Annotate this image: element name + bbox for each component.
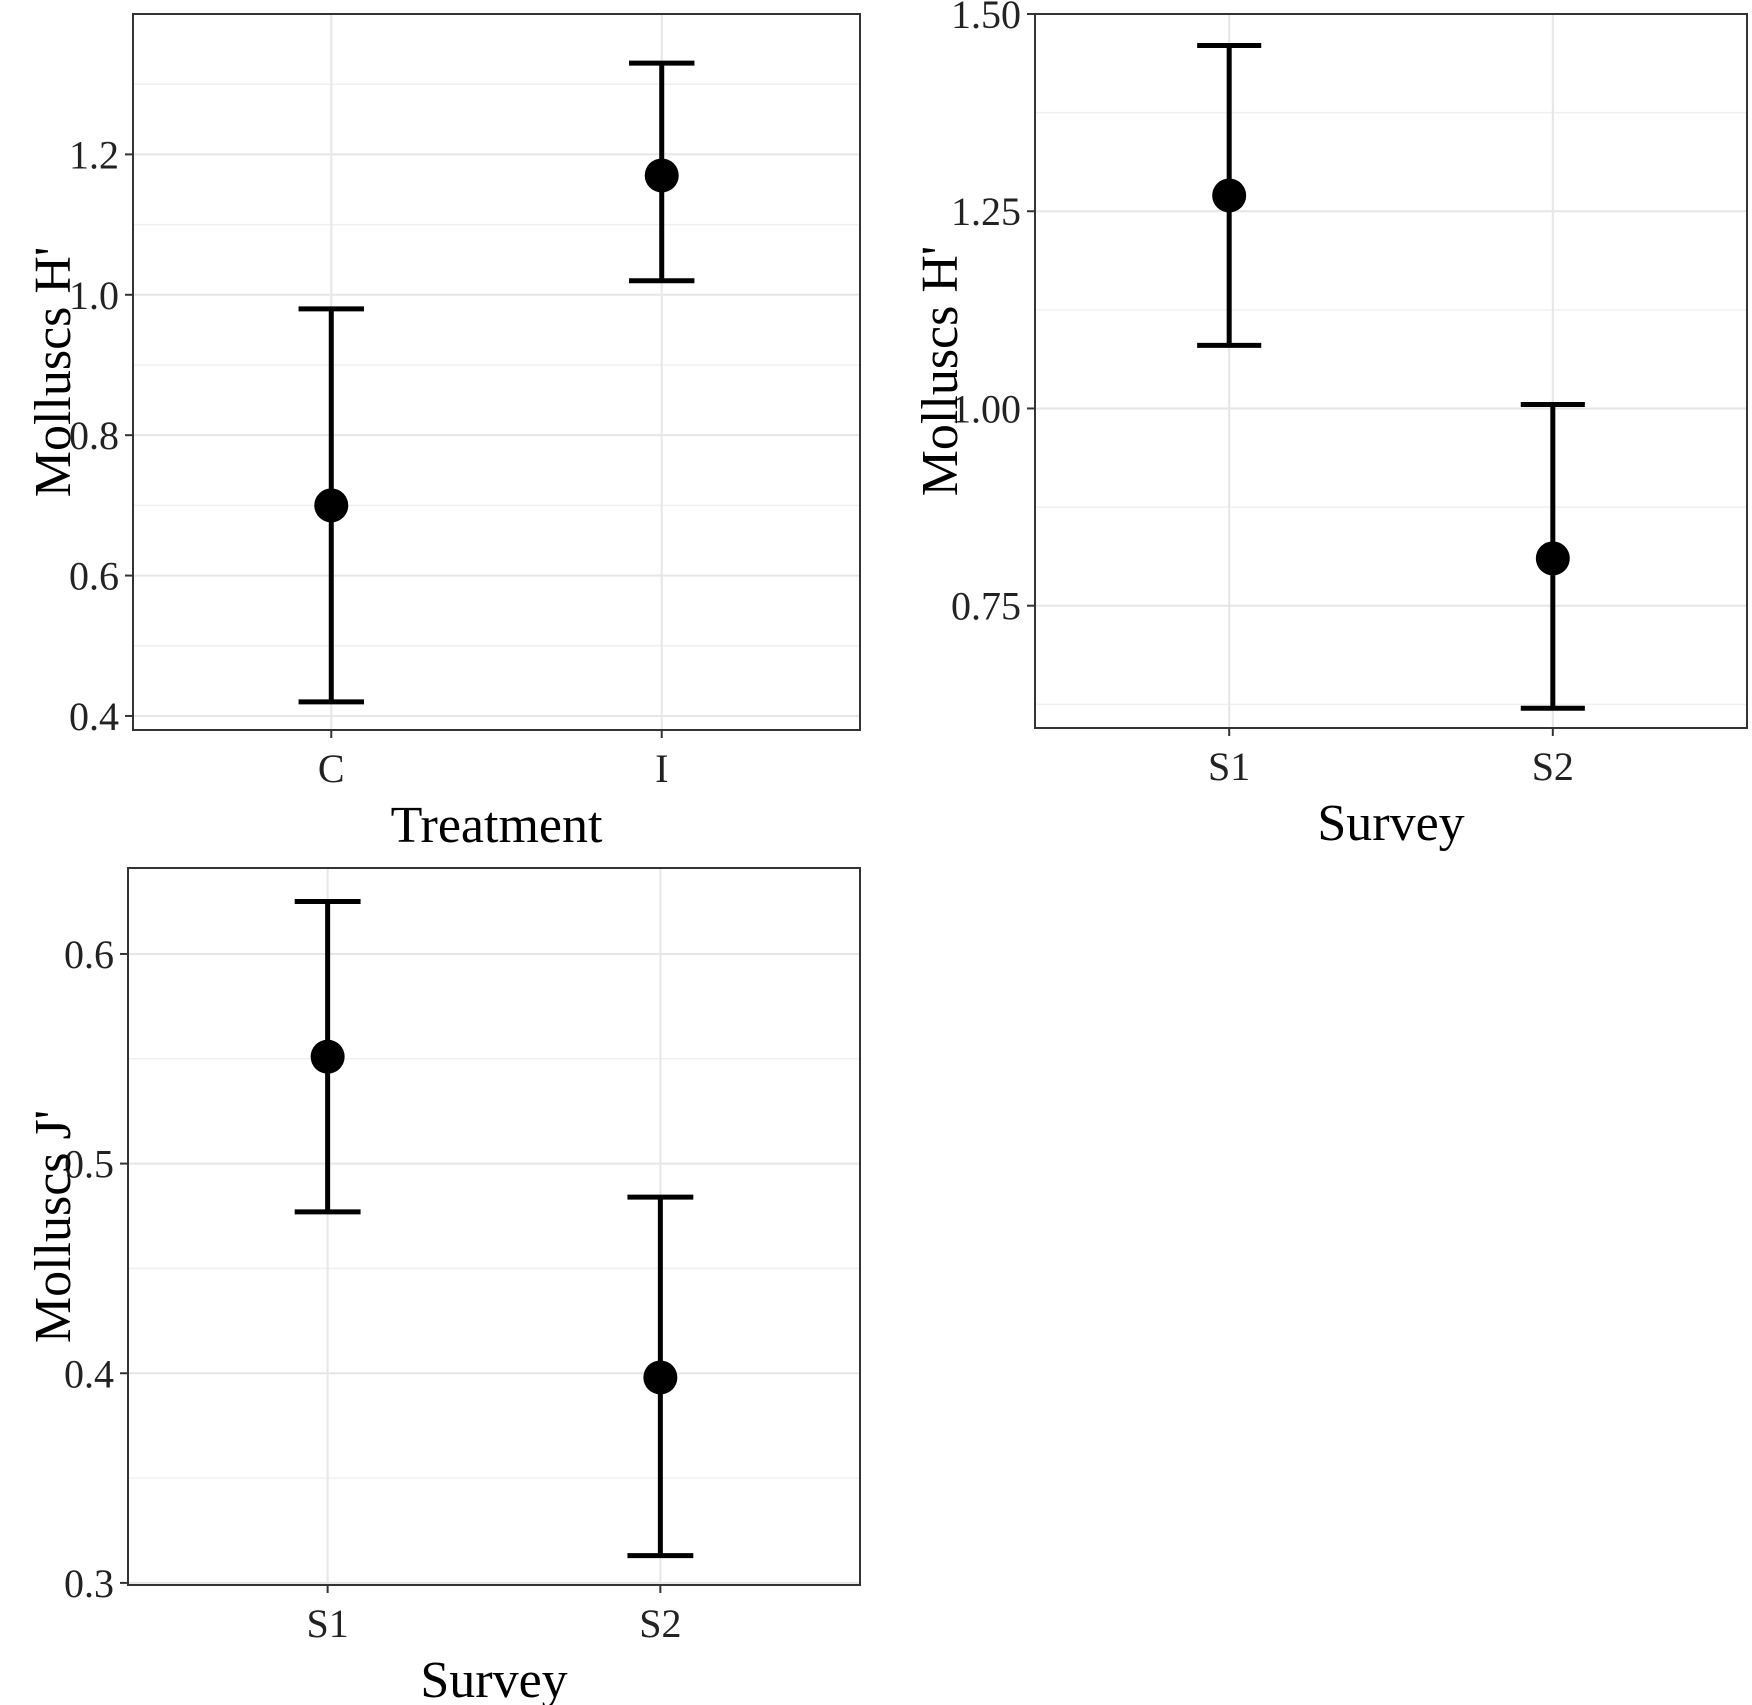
- y-tick-label: 1.00: [951, 386, 1021, 431]
- panel-background: [128, 868, 860, 1585]
- x-tick-label: S2: [1532, 744, 1574, 789]
- y-tick-label: 0.6: [64, 932, 114, 977]
- panel-border: [132, 13, 861, 731]
- panel-border: [1034, 13, 1748, 729]
- panel-background: [133, 14, 860, 730]
- y-tick-label: 1.25: [951, 189, 1021, 234]
- y-axis-title: Molluscs H': [912, 246, 969, 497]
- x-axis-title: Survey: [420, 1652, 567, 1705]
- mean-point-s2: [643, 1360, 678, 1395]
- mean-point-s2: [1535, 541, 1570, 576]
- mean-point-i: [644, 158, 679, 193]
- mean-point-c: [314, 488, 349, 523]
- panel-border: [127, 867, 861, 1586]
- y-tick-label: 0.6: [69, 554, 119, 599]
- mean-point-s1: [310, 1039, 345, 1074]
- y-tick-label: 0.3: [64, 1561, 114, 1606]
- x-tick-label: I: [655, 746, 668, 791]
- panel-survey-h: 0.75 1.00 1.25 1.50 S1 S2 Survey Molluscs H': [912, 0, 1748, 852]
- panel-survey-j: 0.3 0.4 0.5 0.6 S1 S2 Survey Molluscs J': [25, 867, 861, 1705]
- x-tick-label: S2: [639, 1601, 681, 1646]
- y-tick-label: 1.50: [951, 0, 1021, 37]
- y-tick-label: 0.5: [64, 1142, 114, 1187]
- x-axis-title: Treatment: [391, 797, 603, 854]
- y-axis-title: Molluscs H': [25, 247, 82, 498]
- y-tick-label: 0.4: [69, 694, 119, 739]
- y-tick-label: 0.8: [69, 413, 119, 458]
- panel-treatment-h: 0.4 0.6 0.8 1.0 1.2 C I Treatment Molluscs H': [25, 13, 861, 854]
- x-tick-label: C: [318, 746, 345, 791]
- x-tick-label: S1: [1208, 744, 1250, 789]
- x-tick-label: S1: [307, 1601, 349, 1646]
- y-tick-label: 1.0: [69, 273, 119, 318]
- x-axis-title: Survey: [1317, 795, 1464, 852]
- y-tick-label: 1.2: [69, 132, 119, 177]
- y-tick-label: 0.4: [64, 1351, 114, 1396]
- mean-point-s1: [1212, 178, 1247, 213]
- y-axis-title: Molluscs J': [25, 1110, 82, 1343]
- y-tick-label: 0.75: [951, 584, 1021, 629]
- panel-background: [1035, 14, 1747, 728]
